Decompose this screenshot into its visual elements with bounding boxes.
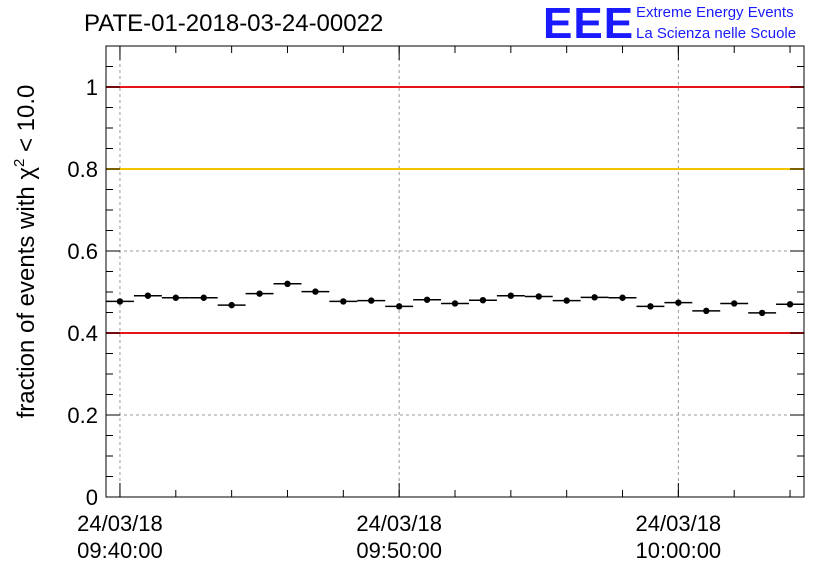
data-marker (786, 301, 794, 308)
data-marker (340, 298, 347, 305)
data-point (161, 294, 190, 301)
data-marker (479, 297, 487, 304)
data-point (580, 294, 609, 301)
data-marker (423, 296, 431, 303)
data-point (189, 294, 218, 301)
grid-layer (106, 46, 804, 498)
data-marker (256, 290, 263, 297)
y-tick-label: 1 (86, 75, 98, 100)
plot-frame (105, 45, 805, 498)
data-marker (535, 293, 542, 300)
data-marker (368, 297, 375, 304)
logo-line-1: Extreme Energy Events (636, 4, 794, 21)
data-point (524, 293, 553, 300)
y-tick-label: 0.8 (67, 157, 98, 182)
data-point (245, 290, 274, 297)
x-tick-label-time: 09:50:00 (356, 538, 442, 563)
data-point (664, 299, 693, 306)
x-tick-label-date: 24/03/18 (356, 511, 442, 536)
data-marker (228, 301, 235, 309)
data-marker (675, 299, 682, 306)
logo-line-2: La Scienza nelle Scuole (636, 25, 797, 42)
data-point (273, 280, 302, 287)
data-marker (507, 292, 515, 299)
data-marker (451, 300, 459, 307)
data-point (636, 303, 665, 310)
data-point (748, 309, 777, 317)
y-tick-label: 0.4 (67, 321, 98, 346)
data-point (329, 298, 358, 305)
x-tick-label-time: 09:40:00 (77, 538, 163, 563)
data-marker (395, 303, 403, 310)
data-marker (563, 297, 570, 304)
threshold-lines (106, 86, 804, 334)
data-marker (172, 294, 179, 301)
data-marker (116, 298, 124, 305)
y-tick-label: 0 (86, 485, 98, 510)
axis-ticks (106, 45, 804, 498)
data-point (217, 301, 246, 309)
data-point (385, 303, 414, 310)
y-axis-label-exp: 2 (11, 159, 28, 167)
data-marker (200, 294, 207, 301)
data-marker (647, 303, 654, 310)
data-point (776, 301, 804, 308)
data-marker (758, 309, 766, 317)
data-marker (591, 294, 598, 301)
data-marker (144, 292, 152, 299)
data-point (133, 292, 162, 299)
data-marker (731, 300, 738, 307)
y-axis-label-base: fraction of events with (13, 180, 40, 419)
y-axis-label: fraction of events with χ2 < 10.0 (11, 85, 40, 419)
y-axis-label-tail: < 10.0 (13, 85, 40, 159)
data-point (441, 300, 469, 307)
data-point (720, 300, 749, 307)
chart-title: PATE-01-2018-03-24-00022 (84, 10, 384, 37)
tick-labels: 00.20.40.60.8124/03/1809:40:0024/03/1809… (67, 75, 721, 563)
data-point (413, 296, 442, 303)
data-point (692, 307, 721, 315)
data-marker (312, 288, 319, 295)
data-point (468, 297, 497, 304)
data-marker (703, 307, 710, 315)
x-tick-label-date: 24/03/18 (77, 511, 163, 536)
data-point (357, 297, 386, 304)
y-tick-label: 0.6 (67, 239, 98, 264)
x-tick-label-time: 10:00:00 (636, 538, 722, 563)
data-series (106, 280, 804, 317)
eee-logo: EEE (543, 0, 635, 48)
data-marker (619, 294, 626, 301)
data-point (301, 288, 330, 295)
data-point (496, 292, 525, 299)
data-point (552, 297, 581, 304)
y-axis-label-chi: χ (13, 167, 40, 180)
x-tick-label-date: 24/03/18 (636, 511, 722, 536)
y-tick-label: 0.2 (67, 403, 98, 428)
data-marker (284, 280, 291, 287)
data-point (106, 298, 134, 305)
data-point (608, 294, 637, 301)
